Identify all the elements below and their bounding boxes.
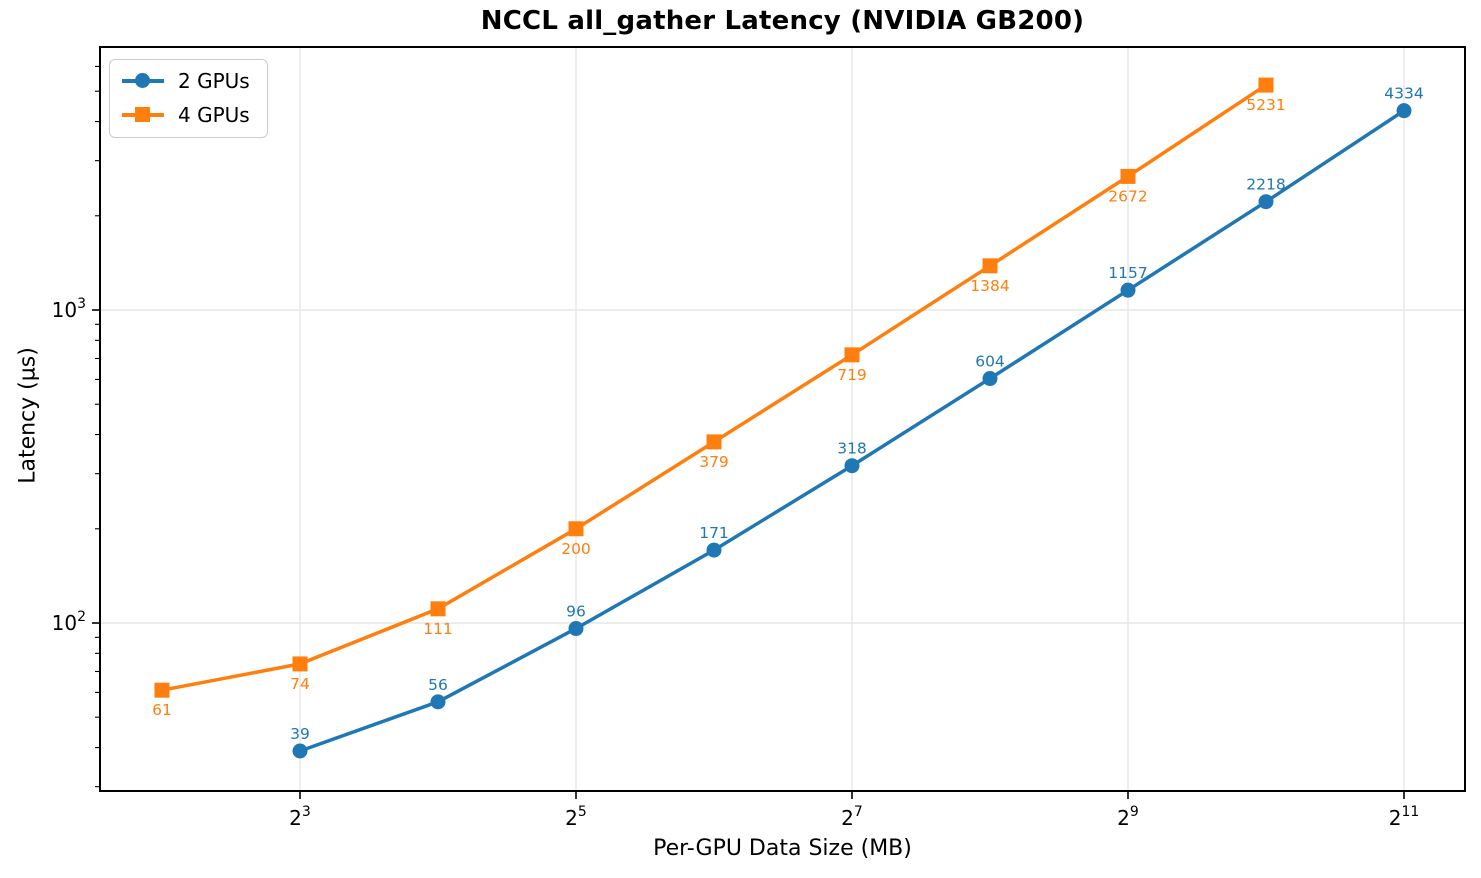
x-tick-label: 211 [1389, 804, 1420, 830]
data-label-2-gpus: 604 [975, 353, 1005, 371]
data-label-4-gpus: 74 [290, 675, 310, 693]
x-tick-label: 27 [841, 804, 863, 830]
data-label-4-gpus: 200 [561, 540, 591, 558]
legend-label: 2 GPUs [178, 69, 250, 93]
data-label-4-gpus: 719 [837, 366, 867, 384]
series-line-4-gpus [160, 83, 1268, 692]
data-label-4-gpus: 379 [699, 453, 729, 471]
data-label-4-gpus: 111 [423, 620, 453, 638]
legend-swatch-circle-icon [122, 73, 164, 89]
marker-4-gpus [568, 521, 584, 537]
marker-2-gpus [844, 458, 860, 474]
x-axis-title: Per-GPU Data Size (MB) [653, 836, 912, 861]
x-tick-label: 23 [289, 804, 311, 830]
marker-2-gpus [1258, 194, 1274, 210]
y-tick-label: 103 [52, 296, 86, 322]
legend-swatch-square-icon [122, 107, 164, 123]
data-label-2-gpus: 56 [428, 676, 448, 694]
marker-4-gpus [154, 682, 170, 698]
data-label-2-gpus: 96 [566, 603, 586, 621]
marker-4-gpus [982, 258, 998, 274]
marker-2-gpus [1120, 282, 1136, 298]
plot-border [99, 46, 1466, 792]
data-label-2-gpus: 1157 [1108, 264, 1147, 282]
data-label-2-gpus: 171 [699, 524, 729, 542]
y-axis-title: Latency (µs) [15, 347, 41, 484]
marker-4-gpus [1120, 168, 1136, 184]
data-label-2-gpus: 2218 [1246, 176, 1285, 194]
legend-entry-4-gpus: 4 GPUs [122, 103, 250, 127]
chart-title: NCCL all_gather Latency (NVIDIA GB200) [480, 6, 1085, 36]
marker-4-gpus [844, 347, 860, 363]
x-tick-label: 25 [565, 804, 587, 830]
legend-entry-2-gpus: 2 GPUs [122, 69, 250, 93]
marker-2-gpus [706, 542, 722, 558]
data-label-4-gpus: 5231 [1246, 96, 1285, 114]
marker-2-gpus [568, 621, 584, 637]
x-tick-label: 29 [1117, 804, 1139, 830]
data-label-2-gpus: 39 [290, 725, 310, 743]
data-label-4-gpus: 1384 [970, 277, 1009, 295]
y-tick-label: 102 [52, 609, 86, 635]
data-label-2-gpus: 4334 [1384, 85, 1423, 103]
marker-2-gpus [292, 743, 308, 759]
marker-2-gpus [430, 694, 446, 710]
marker-4-gpus [706, 434, 722, 450]
marker-2-gpus [982, 371, 998, 387]
marker-4-gpus [292, 656, 308, 672]
marker-2-gpus [1396, 103, 1412, 119]
data-label-4-gpus: 61 [152, 701, 172, 719]
data-label-2-gpus: 318 [837, 440, 867, 458]
legend: 2 GPUs 4 GPUs [109, 59, 268, 138]
marker-4-gpus [430, 601, 446, 617]
legend-label: 4 GPUs [178, 103, 250, 127]
data-label-4-gpus: 2672 [1108, 187, 1147, 205]
marker-4-gpus [1258, 77, 1274, 93]
